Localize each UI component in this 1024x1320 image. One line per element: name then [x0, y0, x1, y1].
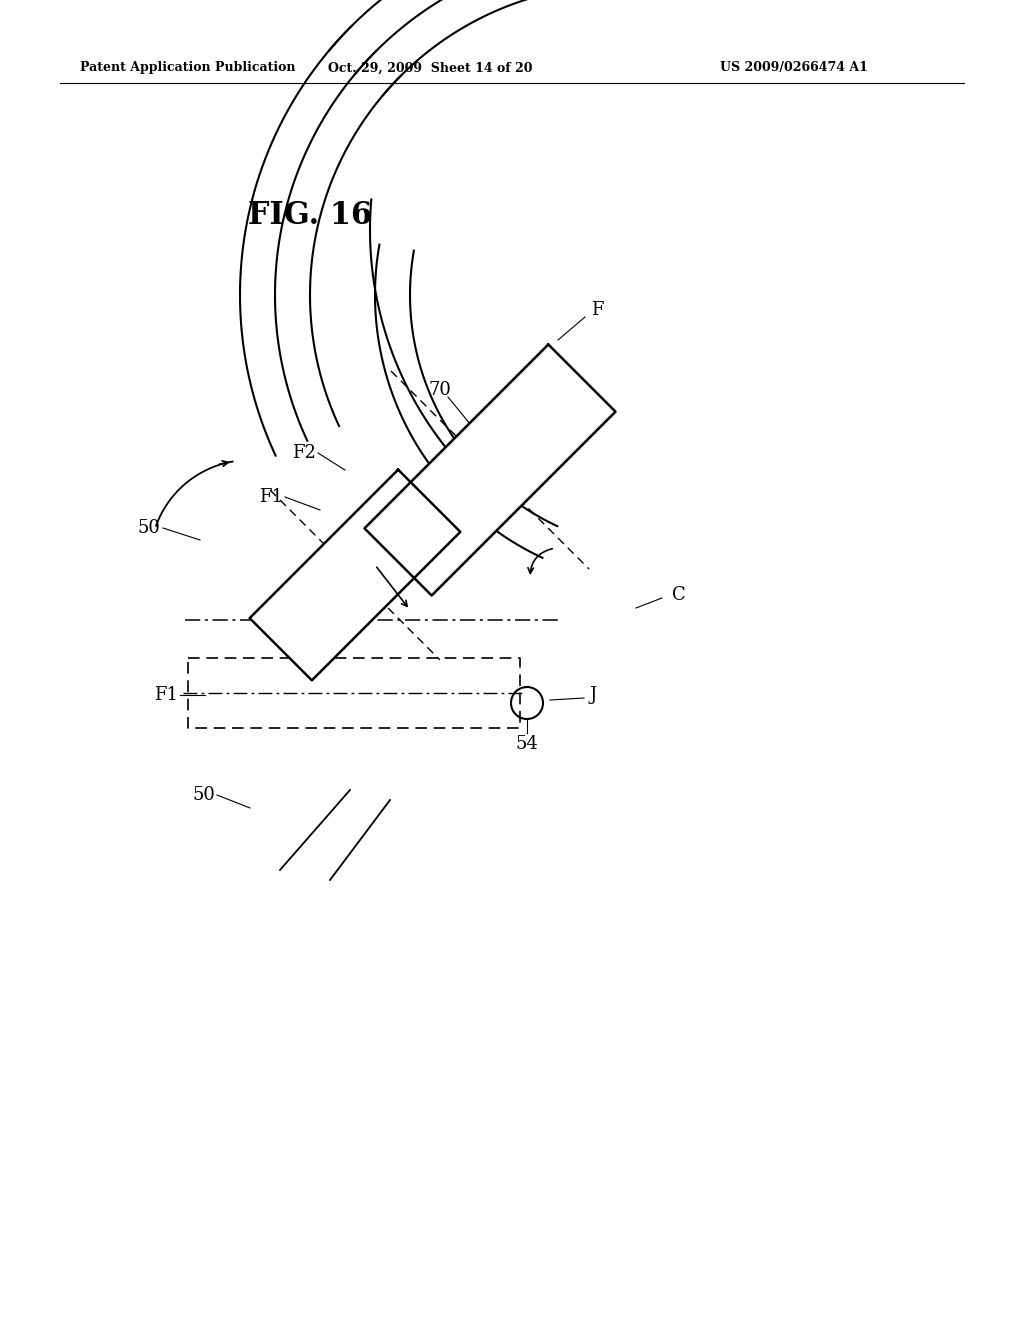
Text: Patent Application Publication: Patent Application Publication: [80, 62, 296, 74]
Text: J: J: [590, 686, 597, 704]
Polygon shape: [250, 470, 461, 680]
Text: F2: F2: [292, 444, 316, 462]
Text: FIG. 16: FIG. 16: [248, 199, 372, 231]
Text: F1: F1: [154, 686, 178, 704]
Text: 54: 54: [516, 735, 539, 752]
Text: 50: 50: [137, 519, 160, 537]
Text: 50: 50: [193, 785, 215, 804]
Text: US 2009/0266474 A1: US 2009/0266474 A1: [720, 62, 868, 74]
Text: Oct. 29, 2009  Sheet 14 of 20: Oct. 29, 2009 Sheet 14 of 20: [328, 62, 532, 74]
Text: 70: 70: [429, 381, 452, 399]
Text: F1: F1: [259, 488, 283, 506]
Text: F: F: [591, 301, 603, 319]
Text: C: C: [672, 586, 686, 605]
Polygon shape: [365, 345, 615, 595]
